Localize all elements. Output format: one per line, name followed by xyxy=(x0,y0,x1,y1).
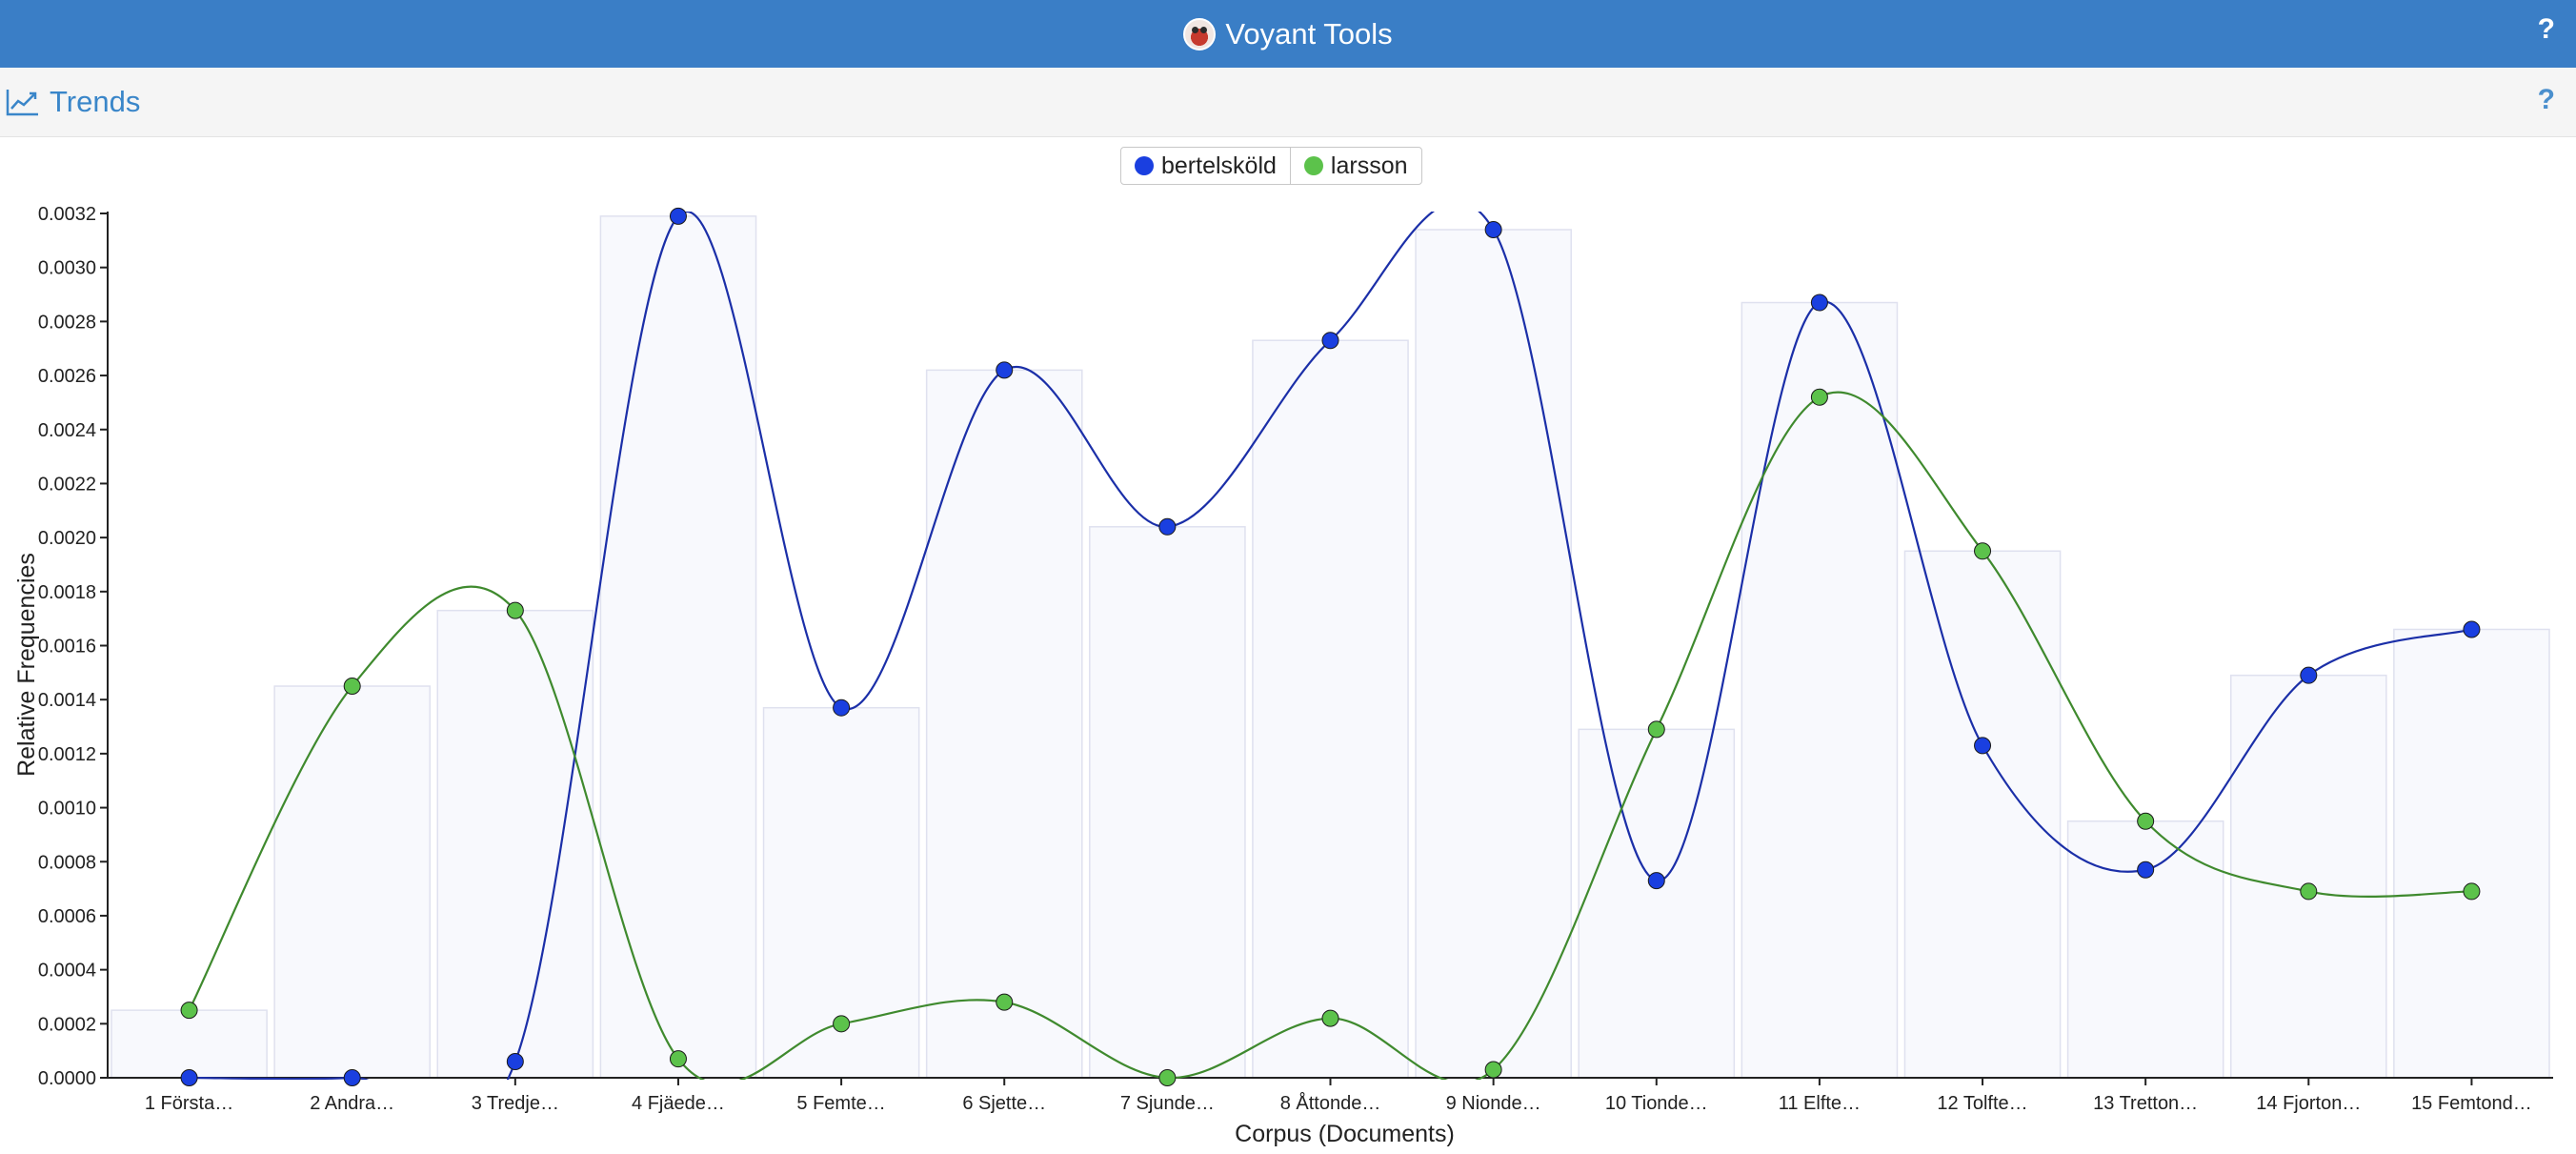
point-larsson-doc-4 xyxy=(669,1050,687,1068)
point-bertelskold-doc-5 xyxy=(833,698,851,717)
label-layer: Corpus (Documents) Relative Frequencies xyxy=(13,553,1455,1147)
bar-doc-4 xyxy=(599,215,757,1079)
app-title-text: Voyant Tools xyxy=(1225,16,1393,51)
point-bertelskold-doc-8 xyxy=(1321,332,1339,350)
point-bertelskold-doc-11 xyxy=(1810,294,1828,312)
y-tick-label: 0.0006 xyxy=(38,906,96,927)
point-bertelskold-doc-12 xyxy=(1974,737,1992,755)
y-tick-label: 0.0002 xyxy=(38,1014,96,1035)
bar-doc-1 xyxy=(111,1009,268,1079)
app-title[interactable]: Voyant Tools xyxy=(0,0,2576,68)
y-tick-label: 0.0004 xyxy=(38,961,96,982)
chart-legend: bertelsköld larsson xyxy=(1120,147,1422,185)
x-tick-label: 13 Tretton… xyxy=(2093,1093,2198,1114)
app-header: Voyant Tools ? xyxy=(0,0,2576,68)
y-tick-label: 0.0014 xyxy=(38,690,96,711)
panel-help-icon[interactable]: ? xyxy=(2537,84,2555,115)
y-tick-label: 0.0012 xyxy=(38,744,96,765)
panel-title-text: Trends xyxy=(50,85,141,118)
legend-label-bertelskold: bertelsköld xyxy=(1161,152,1277,179)
trends-chart: 0.0000 0.0002 0.0004 0.0006 0.0008 0.0010 0.00… xyxy=(13,204,2553,1147)
x-tick-label: 12 Tolfte… xyxy=(1937,1093,2027,1114)
x-tick-label: 2 Andra… xyxy=(310,1093,394,1114)
x-tick-label: 15 Femtond… xyxy=(2411,1093,2532,1114)
point-layer xyxy=(180,207,2481,1086)
bar-doc-11 xyxy=(1741,301,1899,1079)
point-larsson-doc-10 xyxy=(1647,720,1665,739)
x-tick-label: 1 Första… xyxy=(145,1093,233,1114)
bar-doc-6 xyxy=(925,369,1083,1079)
legend-swatch-larsson xyxy=(1303,156,1323,175)
x-tick-label: 3 Tredje… xyxy=(472,1093,559,1114)
x-tick-label: 9 Nionde… xyxy=(1446,1093,1541,1114)
panel-title: Trends xyxy=(6,68,140,136)
x-tick-label: 7 Sjunde… xyxy=(1120,1093,1215,1114)
panel-header: Trends ? xyxy=(0,68,2576,137)
help-icon[interactable]: ? xyxy=(2537,13,2555,45)
y-tick-label: 0.0030 xyxy=(38,258,96,279)
trends-chart-icon xyxy=(6,90,38,116)
point-bertelskold-doc-1 xyxy=(180,1069,198,1086)
bar-doc-13 xyxy=(2066,820,2224,1079)
point-larsson-doc-11 xyxy=(1810,388,1828,406)
y-tick-label: 0.0020 xyxy=(38,528,96,549)
point-larsson-doc-3 xyxy=(506,601,524,619)
y-tick-label: 0.0028 xyxy=(38,312,96,333)
y-tick-label: 0.0032 xyxy=(38,204,96,225)
y-tick-label: 0.0010 xyxy=(38,799,96,820)
x-axis-title: Corpus (Documents) xyxy=(1235,1121,1455,1147)
point-bertelskold-doc-6 xyxy=(996,361,1014,379)
legend-item-larsson[interactable]: larsson xyxy=(1289,148,1421,184)
axes-layer: 0.0000 0.0002 0.0004 0.0006 0.0008 0.0010 0.00… xyxy=(38,204,2553,1114)
point-larsson-doc-9 xyxy=(1484,1061,1502,1079)
bar-doc-12 xyxy=(1903,550,2062,1079)
point-larsson-doc-15 xyxy=(2463,882,2481,901)
x-tick-label: 14 Fjorton… xyxy=(2256,1093,2361,1114)
x-tick-label: 8 Åttonde… xyxy=(1280,1092,1381,1114)
bar-doc-15 xyxy=(2393,628,2550,1079)
x-tick-label: 5 Femte… xyxy=(796,1093,885,1114)
y-tick-label: 0.0026 xyxy=(38,366,96,387)
point-bertelskold-doc-15 xyxy=(2463,620,2481,638)
point-larsson-doc-1 xyxy=(180,1002,198,1020)
point-larsson-doc-12 xyxy=(1974,542,1992,560)
point-bertelskold-doc-13 xyxy=(2137,860,2155,879)
y-axis-title: Relative Frequencies xyxy=(13,553,40,777)
bar-doc-8 xyxy=(1252,339,1409,1079)
legend-item-bertelskold[interactable]: bertelsköld xyxy=(1121,148,1290,184)
x-tick-label: 4 Fjäede… xyxy=(632,1093,725,1114)
bar-doc-10 xyxy=(1578,728,1736,1079)
y-tick-label: 0.0024 xyxy=(38,420,96,441)
point-larsson-doc-13 xyxy=(2137,812,2155,830)
x-tick-label: 11 Elfte… xyxy=(1779,1093,1861,1114)
point-bertelskold-doc-14 xyxy=(2300,666,2318,684)
x-tick-label: 10 Tionde… xyxy=(1605,1093,1708,1114)
point-larsson-doc-8 xyxy=(1321,1009,1339,1027)
bar-doc-14 xyxy=(2229,674,2387,1079)
bar-doc-9 xyxy=(1415,229,1572,1079)
point-larsson-doc-2 xyxy=(343,678,361,696)
y-tick-label: 0.0018 xyxy=(38,582,96,603)
y-tick-label: 0.0016 xyxy=(38,637,96,658)
point-larsson-doc-5 xyxy=(833,1015,851,1033)
x-tick-label: 6 Sjette… xyxy=(962,1093,1046,1114)
bar-doc-7 xyxy=(1089,526,1246,1079)
legend-swatch-bertelskold xyxy=(1135,156,1154,175)
point-bertelskold-doc-10 xyxy=(1647,872,1665,890)
legend-label-larsson: larsson xyxy=(1330,152,1408,179)
y-tick-label: 0.0000 xyxy=(38,1068,96,1089)
y-tick-label: 0.0022 xyxy=(38,474,96,495)
point-bertelskold-doc-9 xyxy=(1484,221,1502,239)
point-larsson-doc-7 xyxy=(1158,1069,1177,1086)
bar-doc-3 xyxy=(436,609,594,1079)
voyant-logo-icon xyxy=(1183,17,1217,51)
point-larsson-doc-14 xyxy=(2300,882,2318,901)
point-bertelskold-doc-3 xyxy=(506,1052,524,1070)
point-bertelskold-doc-2 xyxy=(343,1069,361,1086)
point-bertelskold-doc-4 xyxy=(669,207,687,225)
point-bertelskold-doc-7 xyxy=(1158,517,1177,536)
y-tick-label: 0.0008 xyxy=(38,852,96,873)
point-larsson-doc-6 xyxy=(996,993,1014,1011)
bar-doc-2 xyxy=(273,685,432,1079)
